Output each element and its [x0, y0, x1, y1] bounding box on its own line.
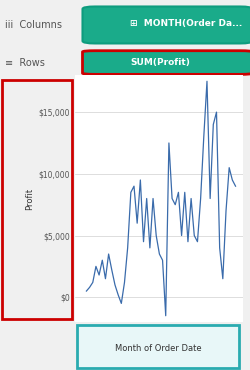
Text: iii  Columns: iii Columns — [5, 20, 62, 30]
Text: SUM(Profit): SUM(Profit) — [130, 57, 190, 67]
Text: ⊞  MONTH(Order Da...: ⊞ MONTH(Order Da... — [130, 20, 242, 28]
Text: ≡  Rows: ≡ Rows — [5, 57, 45, 68]
FancyBboxPatch shape — [82, 7, 250, 43]
FancyBboxPatch shape — [82, 51, 250, 74]
FancyBboxPatch shape — [77, 325, 239, 368]
Text: Month of Order Date: Month of Order Date — [116, 344, 202, 353]
Y-axis label: Profit: Profit — [26, 188, 35, 209]
